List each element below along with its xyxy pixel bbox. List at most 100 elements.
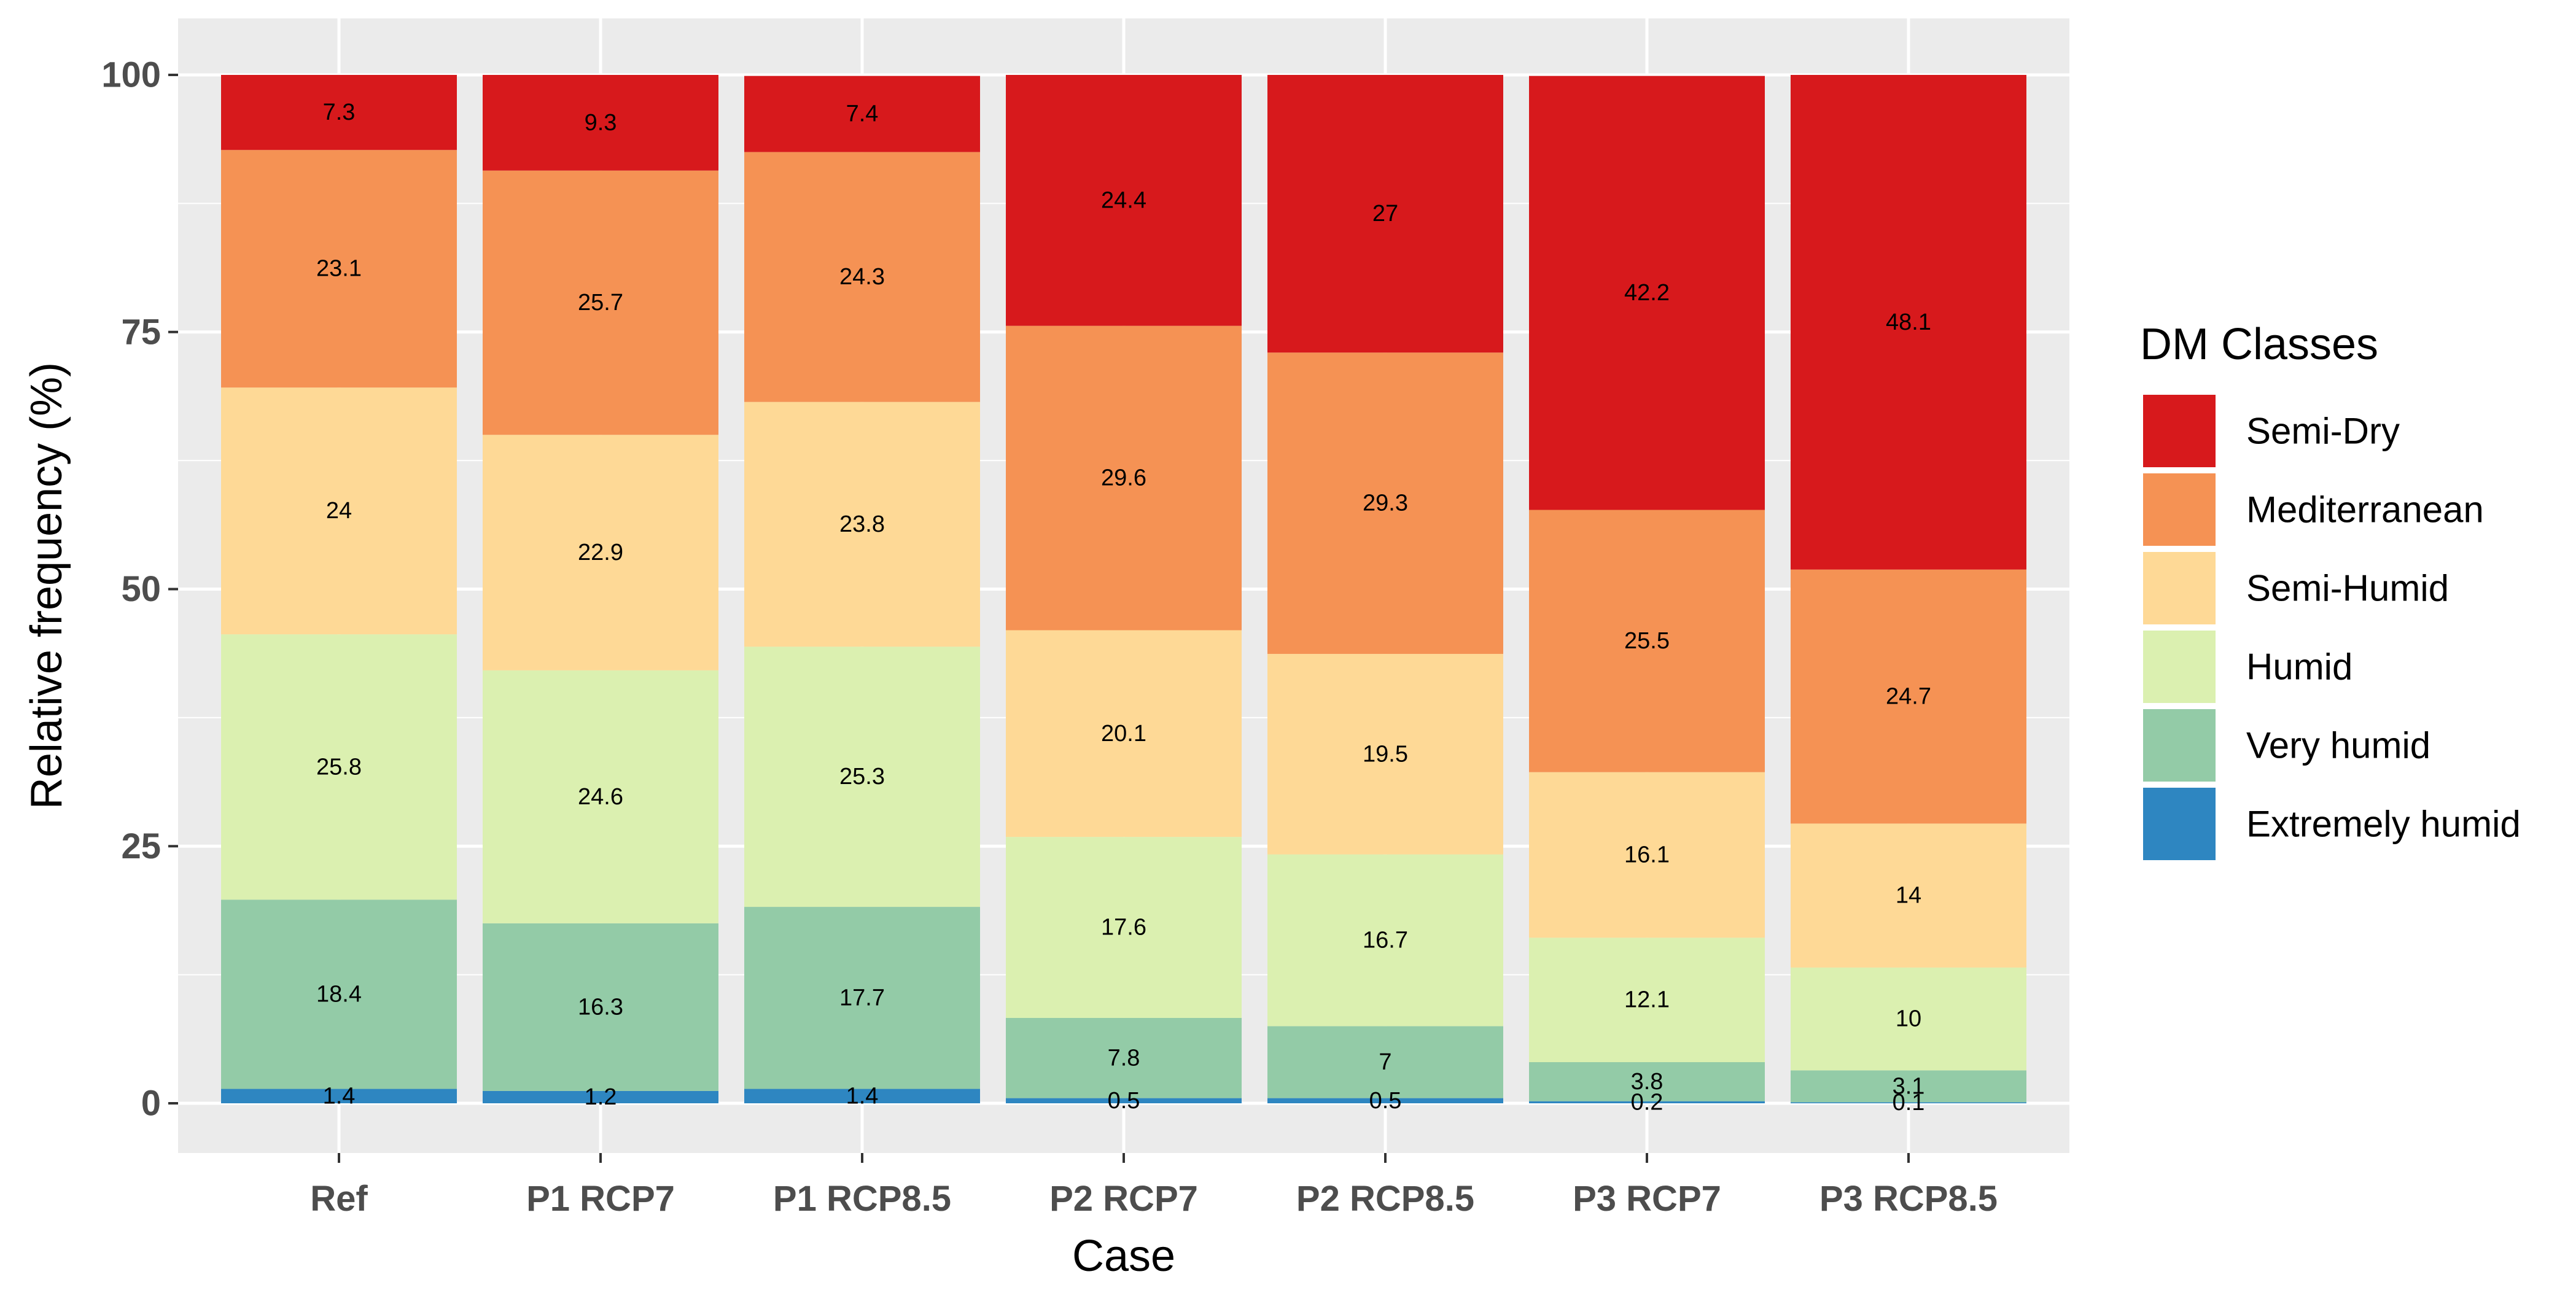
bar-segment	[1791, 569, 2026, 824]
bar-segment	[221, 387, 457, 635]
y-tick-label: 75	[121, 312, 161, 352]
segment-value-label: 24.6	[578, 784, 623, 810]
segment-value-label: 22.9	[578, 540, 623, 565]
segment-value-label: 24.7	[1886, 684, 1931, 710]
bar-segment	[221, 75, 457, 150]
bar-segment	[483, 170, 718, 435]
segment-value-label: 25.7	[578, 290, 623, 316]
segment-value-label: 1.4	[323, 1083, 356, 1109]
segment-value-label: 1.4	[846, 1083, 879, 1109]
bar-segment	[1267, 1098, 1503, 1103]
x-tick-label: P2 RCP8.5	[1296, 1179, 1474, 1219]
bar-segment	[744, 76, 980, 152]
bar-segment	[1006, 837, 1242, 1018]
segment-value-label: 48.1	[1886, 309, 1931, 335]
x-tick-label: P1 RCP7	[526, 1179, 675, 1219]
segment-value-label: 16.7	[1363, 928, 1408, 953]
segment-value-label: 14	[1896, 883, 1921, 909]
bar-segment	[1529, 510, 1765, 772]
segment-value-label: 16.3	[578, 994, 623, 1020]
legend-label: Mediterranean	[2246, 489, 2484, 530]
segment-value-label: 27	[1372, 201, 1398, 227]
bar-segment	[1529, 1101, 1765, 1103]
bar-segment	[483, 923, 718, 1091]
legend-label: Semi-Dry	[2246, 411, 2400, 452]
segment-value-label: 0.1	[1893, 1090, 1925, 1116]
bar-segment	[1791, 1070, 2026, 1103]
y-tick-label: 25	[121, 826, 161, 866]
legend-key	[2143, 552, 2216, 624]
bar-segment	[1006, 630, 1242, 837]
segment-labels: 1.4 18.4 25.8 24 23.1 7.3 1.2 16.3 24.6 22.9 25.7 9…	[316, 99, 1931, 1116]
bar-segment	[221, 150, 457, 388]
x-tick-label: P1 RCP8.5	[773, 1179, 951, 1219]
bar-segment	[1267, 352, 1503, 654]
bar-segment	[1791, 75, 2026, 570]
segment-value-label: 17.7	[839, 985, 885, 1011]
segment-value-label: 29.6	[1101, 465, 1146, 491]
segment-value-label: 3.8	[1631, 1069, 1664, 1095]
legend-label: Semi-Humid	[2246, 568, 2449, 609]
legend-label: Very humid	[2246, 725, 2430, 766]
bar-segment	[221, 1089, 457, 1103]
bar-segment	[1267, 854, 1503, 1027]
legend-key	[2143, 395, 2216, 467]
segment-value-label: 10	[1896, 1006, 1921, 1032]
legend-key	[2143, 709, 2216, 782]
bar-segment	[221, 899, 457, 1089]
x-tick-label: P3 RCP8.5	[1819, 1179, 1998, 1219]
legend-key	[2143, 473, 2216, 546]
bar-segment	[1791, 1102, 2026, 1103]
x-axis: Ref P1 RCP7 P1 RCP8.5 P2 RCP7 P2 RCP8.5 P3 RC…	[310, 1153, 1998, 1219]
bar-segment	[483, 1090, 718, 1103]
segment-value-label: 0.2	[1631, 1089, 1664, 1115]
bar-segment	[221, 634, 457, 900]
segment-value-label: 29.3	[1363, 491, 1408, 516]
bar-segment	[483, 435, 718, 670]
legend: DM Classes Semi-Dry Mediterranean Semi-Hum…	[2140, 320, 2521, 860]
bar-segment	[1529, 76, 1765, 510]
segment-value-label: 20.1	[1101, 721, 1146, 747]
x-tick-label: P3 RCP7	[1573, 1179, 1721, 1219]
segment-value-label: 25.8	[316, 754, 362, 780]
segment-value-label: 7.3	[323, 99, 356, 125]
bars	[221, 75, 2026, 1103]
segment-value-label: 25.3	[839, 764, 885, 790]
segment-value-label: 18.4	[316, 981, 362, 1007]
segment-value-label: 0.5	[1369, 1088, 1402, 1114]
segment-value-label: 23.8	[839, 511, 885, 537]
legend-key	[2143, 788, 2216, 860]
bar-segment	[1006, 325, 1242, 631]
x-tick-label: Ref	[310, 1179, 368, 1219]
y-tick-label: 0	[141, 1084, 161, 1124]
segment-value-label: 25.5	[1624, 628, 1670, 654]
legend-label: Extremely humid	[2246, 804, 2521, 845]
segment-value-label: 16.1	[1624, 842, 1670, 868]
bar-segment	[1529, 938, 1765, 1062]
bar-segment	[1529, 772, 1765, 938]
segment-value-label: 23.1	[316, 256, 362, 282]
bar-segment	[744, 1089, 980, 1103]
segment-value-label: 24.4	[1101, 187, 1146, 213]
bar-segment	[744, 402, 980, 647]
bar-segment	[1006, 75, 1242, 326]
segment-value-label: 42.2	[1624, 280, 1670, 306]
segment-value-label: 1.2	[585, 1084, 617, 1110]
bar-segment	[1529, 1062, 1765, 1101]
segment-value-label: 17.6	[1101, 915, 1146, 941]
segment-value-label: 9.3	[585, 110, 617, 136]
segment-value-label: 7.4	[846, 101, 879, 127]
bar-segment	[1006, 1098, 1242, 1103]
bar-segment	[1267, 654, 1503, 855]
segment-value-label: 7	[1379, 1049, 1391, 1075]
bar-segment	[1791, 823, 2026, 968]
x-tick-label: P2 RCP7	[1049, 1179, 1198, 1219]
y-tick-label: 50	[121, 569, 161, 609]
y-axis: 0 25 50 75 100	[101, 55, 178, 1124]
legend-title: DM Classes	[2140, 320, 2378, 369]
segment-value-label: 24	[326, 498, 352, 524]
bar-segment	[483, 670, 718, 923]
bar-segment	[1267, 1026, 1503, 1098]
